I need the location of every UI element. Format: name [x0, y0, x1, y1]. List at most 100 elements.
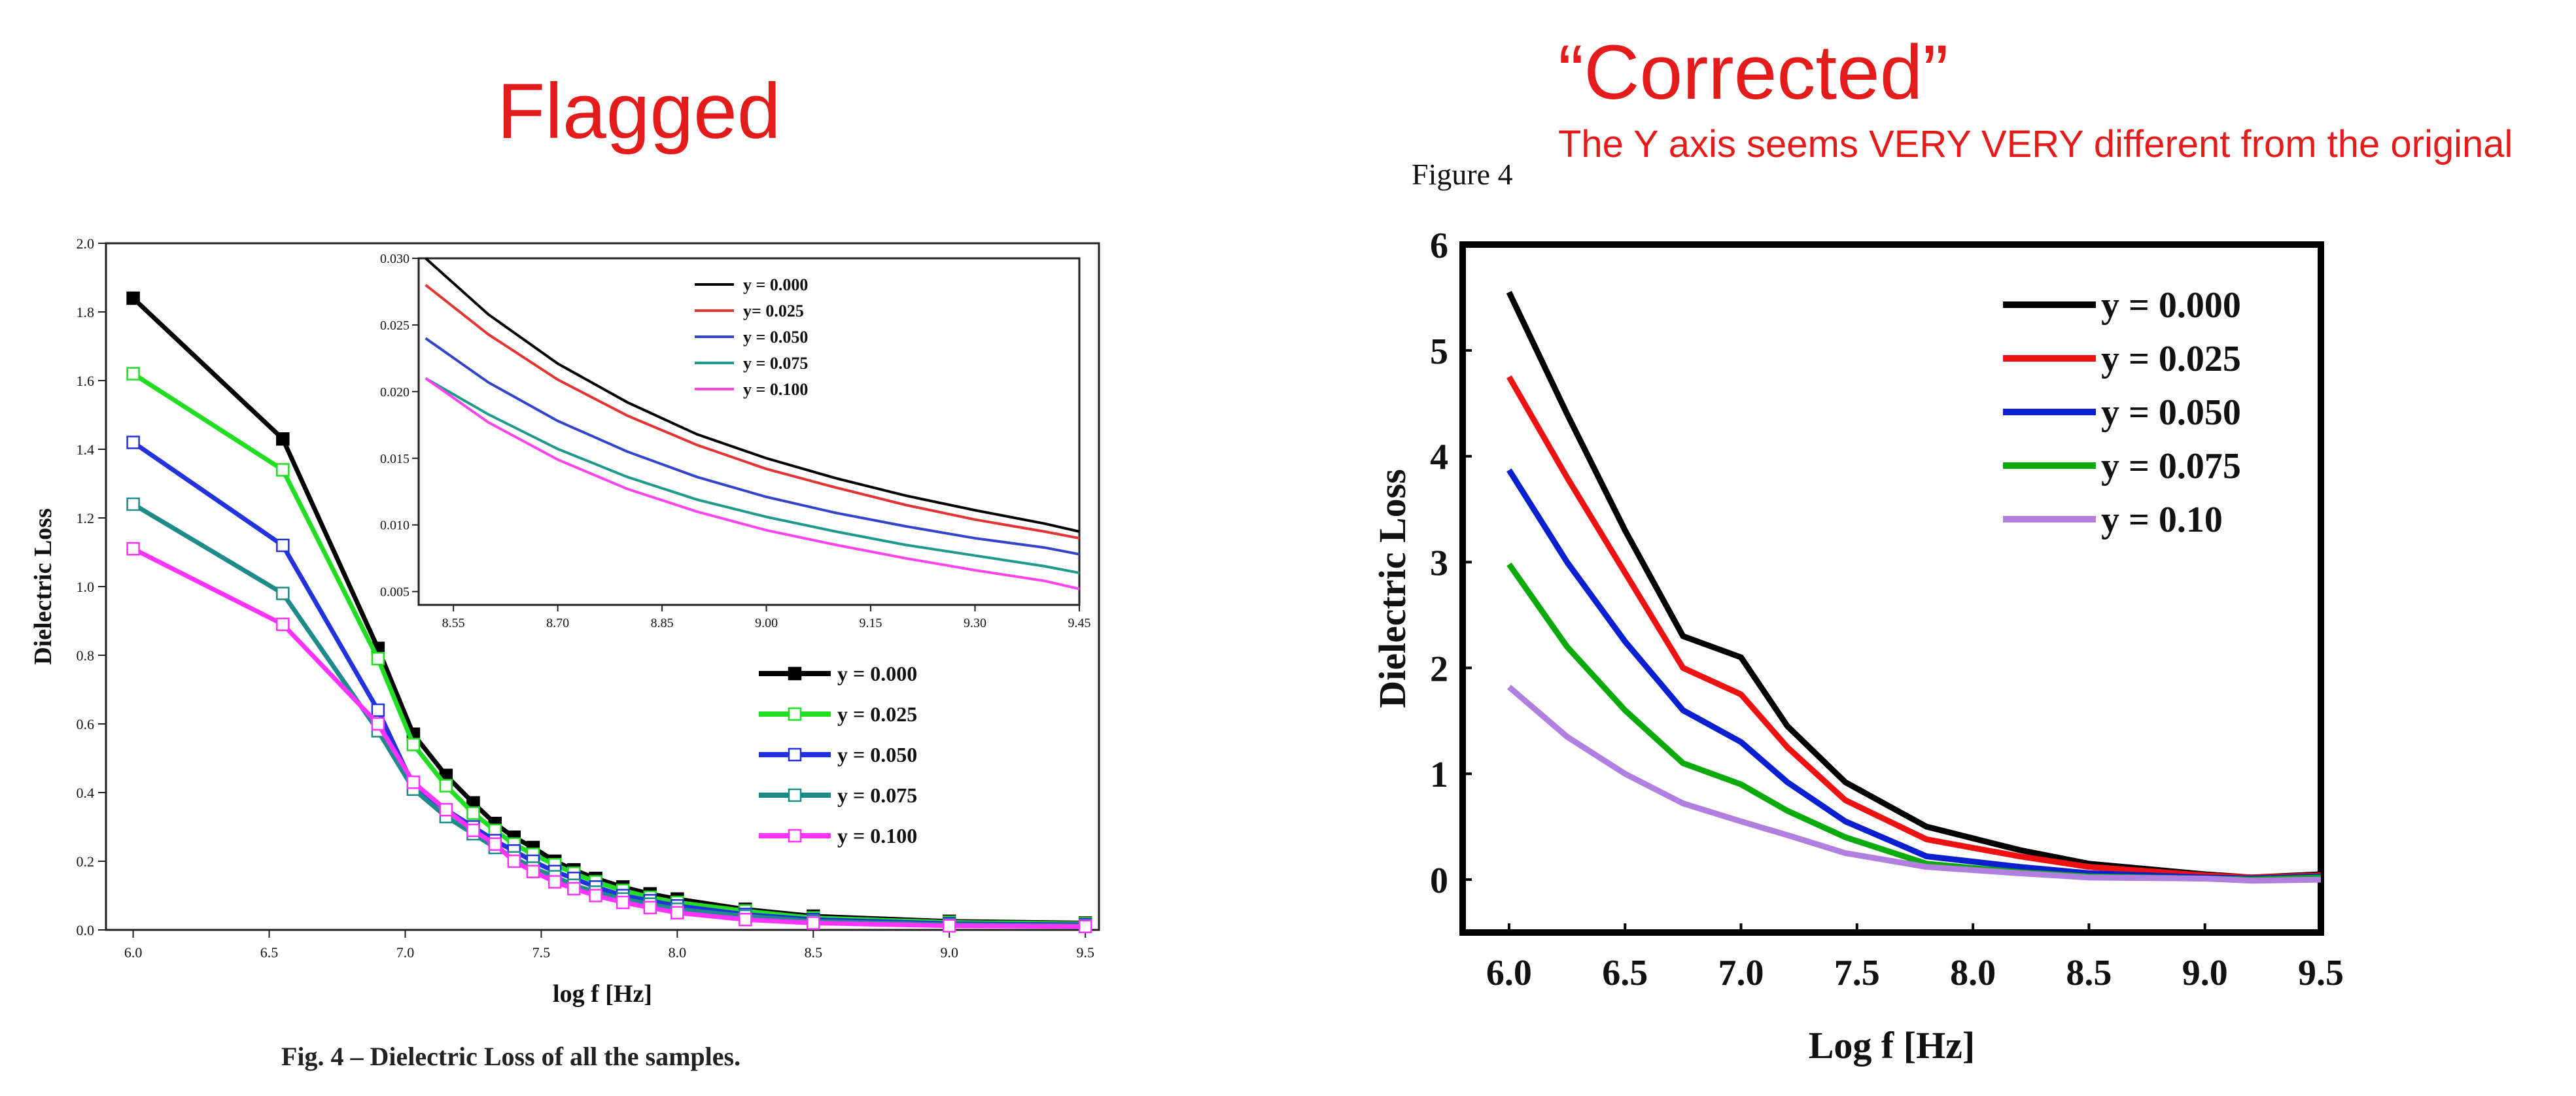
data-point: [126, 497, 140, 511]
inset-x-tick-label: 9.15: [860, 616, 882, 630]
y-tick-label: 0: [1430, 861, 1448, 901]
x-tick-label: 6.0: [1486, 953, 1532, 993]
x-tick-label: 7.0: [396, 944, 415, 961]
data-point: [439, 803, 453, 817]
corrected-heading: “Corrected”: [1558, 29, 1949, 116]
inset-series-line: [425, 377, 1080, 591]
legend-label: y = 0.050: [2101, 392, 2241, 433]
data-point: [406, 738, 421, 751]
x-tick-label: 6.0: [124, 944, 143, 961]
x-tick-label: 6.5: [1602, 953, 1648, 993]
data-point: [807, 916, 820, 930]
x-tick-label: 8.0: [1950, 953, 1996, 993]
flagged-chart: 0.0 0.2 0.4 0.6 0.8 1.0 1.2 1.4 1.6 1.8 2.0 6.0 6.5 7…: [29, 235, 1100, 1008]
y-tick-label: 0.0: [77, 922, 95, 938]
data-point: [439, 779, 453, 793]
x-tick-label: 7.5: [1834, 953, 1880, 993]
inset-x-tick-label: 9.30: [964, 616, 986, 630]
inset-frame: [417, 257, 1081, 606]
y-axis-note: The Y axis seems VERY VERY different fro…: [1558, 123, 2513, 165]
inset-legend-label: y= 0.025: [743, 301, 804, 320]
x-tick-label: 6.5: [260, 944, 279, 961]
inset-series-line: [425, 337, 1080, 556]
inset-y-tick-label: 0.025: [380, 318, 409, 333]
inset-y-tick-label: 0.005: [380, 585, 409, 600]
y-tick-label: 0.6: [77, 716, 95, 732]
x-tick-label: 9.0: [941, 944, 959, 961]
inset-legend-label: y = 0.075: [743, 354, 808, 373]
legend-marker: [788, 707, 802, 721]
y-tick-label: 2.0: [77, 235, 95, 252]
y-tick-label: 3: [1430, 543, 1448, 584]
legend-label: y = 0.025: [2101, 339, 2241, 379]
y-axis-label: Dielectric Loss: [29, 508, 57, 665]
inset-series-line: [425, 284, 1080, 540]
legend-label: y = 0.075: [2101, 446, 2241, 487]
x-axis-label: Log f [Hz]: [1809, 1024, 1976, 1067]
inset-y-tick-label: 0.030: [380, 252, 409, 266]
legend-label: y = 0.050: [837, 743, 917, 766]
data-point: [616, 895, 630, 910]
data-point: [548, 875, 562, 889]
data-point: [371, 717, 385, 731]
inset-x-tick-label: 9.45: [1068, 616, 1091, 630]
data-point: [466, 823, 480, 837]
y-tick-label: 1: [1430, 755, 1448, 795]
x-tick-label: 8.5: [805, 944, 823, 961]
inset-legend-label: y = 0.000: [743, 275, 808, 294]
data-point: [526, 865, 540, 878]
legend-marker: [788, 829, 802, 843]
data-point: [126, 367, 140, 381]
inset-legend-label: y = 0.100: [743, 380, 808, 399]
y-tick-label: 1.8: [77, 304, 95, 320]
data-point: [589, 889, 602, 902]
data-point: [276, 538, 290, 553]
y-tick-label: 0.4: [77, 785, 95, 801]
legend-label: y = 0.000: [837, 662, 917, 685]
data-point: [276, 617, 290, 631]
inset-series-line: [425, 257, 1080, 533]
inset-legend-label: y = 0.050: [743, 328, 808, 347]
inset-y-tick-label: 0.020: [380, 385, 409, 400]
y-tick-label: 6: [1430, 226, 1448, 266]
legend-label: y = 0.100: [837, 824, 917, 848]
legend-label: y = 0.075: [837, 783, 917, 807]
x-tick-label: 9.0: [2182, 953, 2228, 993]
inset-y-tick-label: 0.015: [380, 452, 409, 466]
data-point: [466, 806, 480, 820]
data-point: [670, 906, 684, 919]
y-tick-label: 0.2: [77, 853, 95, 870]
x-tick-label: 9.5: [1076, 944, 1094, 961]
y-tick-label: 4: [1430, 437, 1448, 478]
data-point: [371, 703, 385, 717]
y-tick-label: 1.0: [77, 579, 95, 595]
inset-series-line: [425, 377, 1080, 575]
inset-x-tick-label: 8.70: [546, 616, 569, 630]
data-point: [406, 776, 421, 789]
legend-marker: [788, 666, 802, 681]
data-point: [1078, 919, 1092, 933]
series-line: [1506, 685, 2322, 884]
legend-label: y = 0.10: [2101, 500, 2223, 540]
legend-label: y = 0.025: [837, 702, 917, 726]
data-point: [488, 837, 502, 851]
y-tick-label: 1.6: [77, 373, 95, 389]
data-point: [126, 436, 140, 449]
data-point: [739, 913, 752, 927]
figure-label: Figure 4: [1412, 158, 1513, 191]
x-tick-label: 9.5: [2298, 953, 2344, 993]
y-tick-label: 1.4: [77, 441, 95, 458]
legend-marker: [788, 747, 802, 762]
x-axis-label: log f [Hz]: [553, 980, 652, 1008]
x-tick-label: 8.5: [2066, 953, 2112, 993]
data-point: [371, 652, 385, 666]
x-tick-label: 7.5: [532, 944, 551, 961]
inset-x-tick-label: 8.85: [651, 616, 674, 630]
x-tick-label: 8.0: [669, 944, 687, 961]
legend-marker: [788, 788, 802, 802]
x-tick-label: 7.0: [1718, 953, 1764, 993]
figure-caption: Fig. 4 – Dielectric Loss of all the samp…: [281, 1042, 741, 1071]
data-point: [567, 882, 581, 896]
legend-label: y = 0.000: [2101, 285, 2241, 326]
